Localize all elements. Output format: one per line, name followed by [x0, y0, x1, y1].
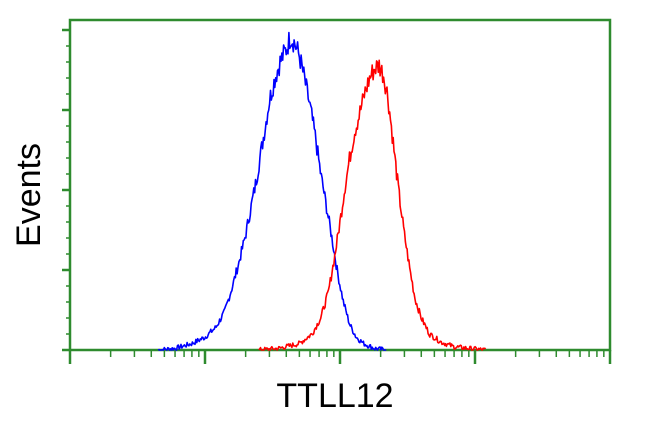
x-axis-label: TTLL12 — [276, 377, 393, 415]
x-axis-ticks — [68, 350, 612, 364]
series-2-line — [258, 59, 487, 351]
y-axis-ticks — [62, 28, 70, 352]
plot-frame — [68, 18, 612, 352]
y-axis-label: Events — [10, 143, 48, 247]
series-1-line — [157, 31, 387, 351]
series-layer — [157, 31, 487, 351]
